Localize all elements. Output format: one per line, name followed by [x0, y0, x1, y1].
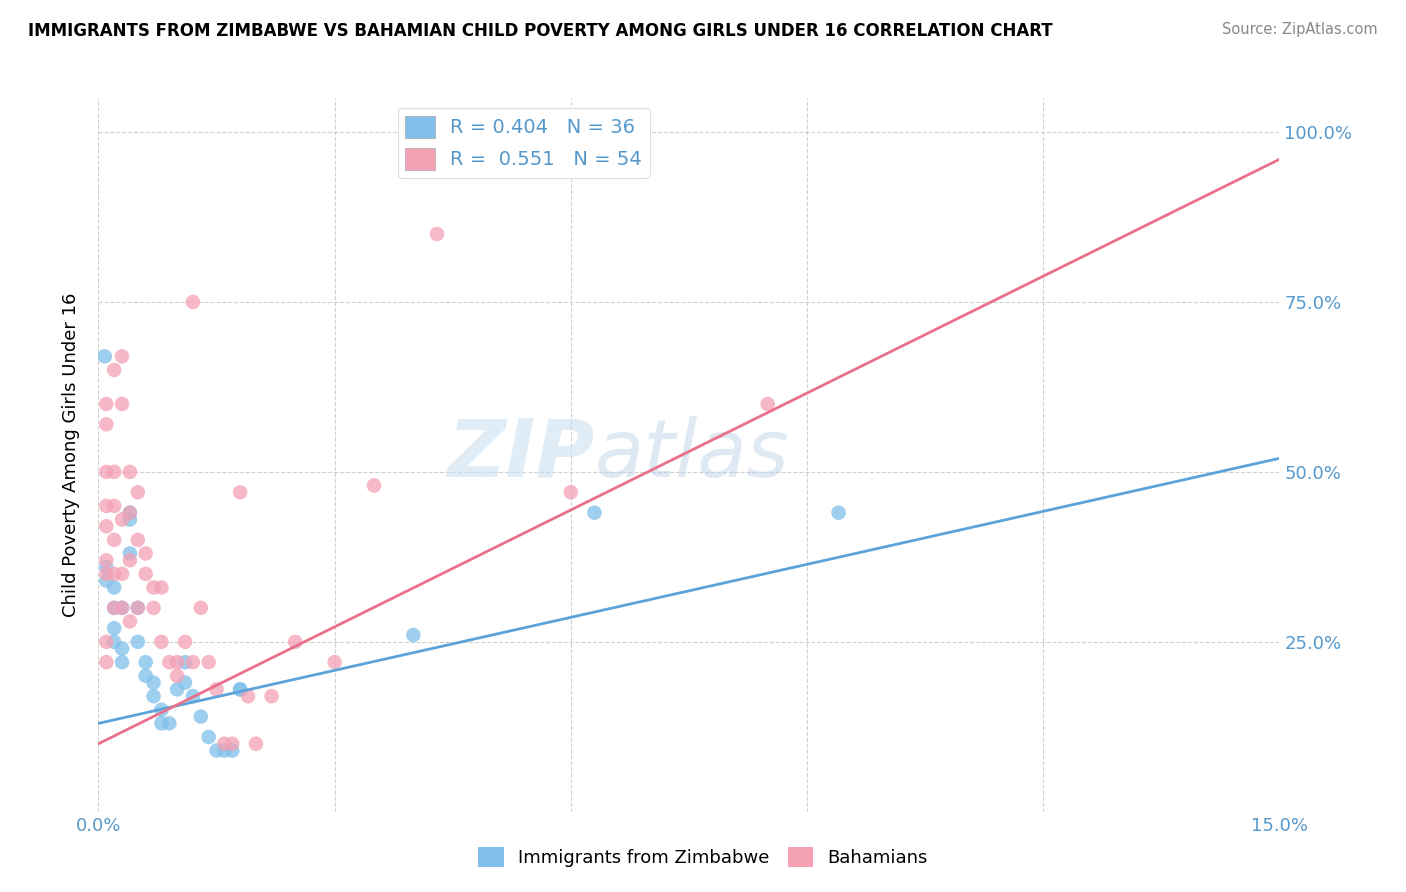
- Point: [245, 737, 267, 751]
- Y-axis label: Child Poverty Among Girls Under 16: Child Poverty Among Girls Under 16: [62, 293, 80, 617]
- Point: [197, 730, 219, 744]
- Point: [111, 397, 134, 411]
- Point: [103, 621, 125, 635]
- Text: atlas: atlas: [595, 416, 789, 494]
- Point: [135, 566, 157, 581]
- Point: [181, 295, 204, 310]
- Legend: Immigrants from Zimbabwe, Bahamians: Immigrants from Zimbabwe, Bahamians: [471, 839, 935, 874]
- Point: [127, 533, 149, 547]
- Point: [118, 512, 141, 526]
- Point: [190, 709, 212, 723]
- Point: [111, 512, 134, 526]
- Point: [756, 397, 779, 411]
- Point: [205, 743, 228, 757]
- Point: [260, 689, 283, 703]
- Point: [96, 655, 118, 669]
- Point: [157, 655, 180, 669]
- Point: [118, 506, 141, 520]
- Point: [103, 600, 125, 615]
- Point: [363, 478, 385, 492]
- Point: [118, 465, 141, 479]
- Point: [181, 655, 204, 669]
- Point: [229, 485, 252, 500]
- Point: [111, 600, 134, 615]
- Point: [142, 581, 165, 595]
- Point: [96, 635, 118, 649]
- Point: [96, 397, 118, 411]
- Point: [118, 615, 141, 629]
- Point: [118, 546, 141, 560]
- Point: [827, 506, 849, 520]
- Point: [103, 533, 125, 547]
- Point: [135, 669, 157, 683]
- Legend: R = 0.404   N = 36, R =  0.551   N = 54: R = 0.404 N = 36, R = 0.551 N = 54: [398, 108, 650, 178]
- Point: [166, 655, 188, 669]
- Point: [103, 581, 125, 595]
- Point: [96, 499, 118, 513]
- Point: [150, 581, 173, 595]
- Point: [96, 417, 118, 432]
- Point: [127, 600, 149, 615]
- Point: [142, 675, 165, 690]
- Point: [284, 635, 307, 649]
- Point: [111, 655, 134, 669]
- Point: [150, 716, 173, 731]
- Point: [111, 641, 134, 656]
- Point: [150, 635, 173, 649]
- Point: [96, 465, 118, 479]
- Point: [118, 506, 141, 520]
- Point: [127, 600, 149, 615]
- Text: ZIP: ZIP: [447, 416, 595, 494]
- Point: [174, 635, 197, 649]
- Point: [96, 574, 118, 588]
- Point: [402, 628, 425, 642]
- Point: [236, 689, 259, 703]
- Point: [96, 560, 118, 574]
- Point: [229, 682, 252, 697]
- Point: [166, 682, 188, 697]
- Point: [118, 553, 141, 567]
- Point: [426, 227, 449, 241]
- Point: [127, 485, 149, 500]
- Text: Source: ZipAtlas.com: Source: ZipAtlas.com: [1222, 22, 1378, 37]
- Point: [96, 566, 118, 581]
- Point: [127, 635, 149, 649]
- Point: [103, 635, 125, 649]
- Point: [221, 737, 243, 751]
- Point: [174, 655, 197, 669]
- Point: [103, 566, 125, 581]
- Point: [93, 350, 115, 364]
- Text: IMMIGRANTS FROM ZIMBABWE VS BAHAMIAN CHILD POVERTY AMONG GIRLS UNDER 16 CORRELAT: IMMIGRANTS FROM ZIMBABWE VS BAHAMIAN CHI…: [28, 22, 1053, 40]
- Point: [111, 566, 134, 581]
- Point: [135, 655, 157, 669]
- Point: [142, 600, 165, 615]
- Point: [174, 675, 197, 690]
- Point: [150, 703, 173, 717]
- Point: [190, 600, 212, 615]
- Point: [197, 655, 219, 669]
- Point: [96, 553, 118, 567]
- Point: [103, 499, 125, 513]
- Point: [560, 485, 582, 500]
- Point: [214, 737, 236, 751]
- Point: [583, 506, 606, 520]
- Point: [166, 669, 188, 683]
- Point: [135, 546, 157, 560]
- Point: [103, 600, 125, 615]
- Point: [229, 682, 252, 697]
- Point: [323, 655, 346, 669]
- Point: [103, 465, 125, 479]
- Point: [214, 743, 236, 757]
- Point: [142, 689, 165, 703]
- Point: [103, 363, 125, 377]
- Point: [96, 519, 118, 533]
- Point: [157, 716, 180, 731]
- Point: [181, 689, 204, 703]
- Point: [111, 350, 134, 364]
- Point: [111, 600, 134, 615]
- Point: [221, 743, 243, 757]
- Point: [205, 682, 228, 697]
